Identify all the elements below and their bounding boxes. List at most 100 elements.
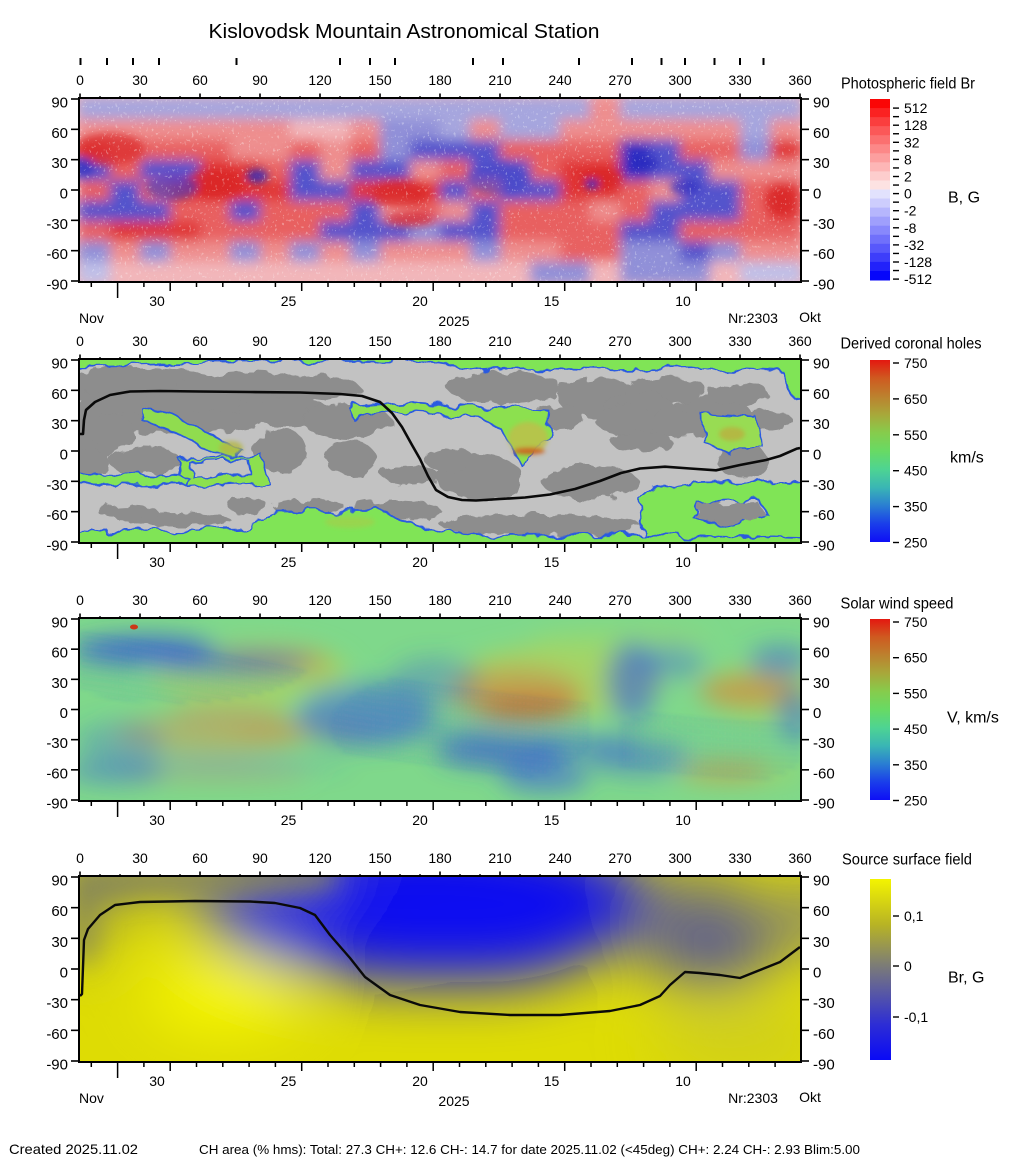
svg-text:120: 120 xyxy=(308,592,332,608)
svg-text:360: 360 xyxy=(788,333,812,349)
svg-text:30: 30 xyxy=(51,934,68,951)
svg-text:90: 90 xyxy=(252,333,268,349)
svg-text:60: 60 xyxy=(813,386,830,403)
svg-text:90: 90 xyxy=(252,72,268,88)
svg-text:-30: -30 xyxy=(813,735,835,752)
svg-text:-60: -60 xyxy=(46,507,68,524)
svg-text:0: 0 xyxy=(60,447,68,464)
svg-text:2: 2 xyxy=(904,169,912,185)
svg-text:0: 0 xyxy=(60,705,68,722)
svg-text:300: 300 xyxy=(668,592,692,608)
svg-text:128: 128 xyxy=(904,117,928,133)
svg-text:Solar wind speed: Solar wind speed xyxy=(841,596,954,613)
svg-text:90: 90 xyxy=(252,592,268,608)
svg-text:150: 150 xyxy=(368,592,392,608)
svg-text:60: 60 xyxy=(192,72,208,88)
svg-text:-30: -30 xyxy=(813,477,835,494)
svg-text:60: 60 xyxy=(813,645,830,662)
svg-text:60: 60 xyxy=(192,333,208,349)
svg-text:-0,1: -0,1 xyxy=(904,1009,928,1025)
svg-text:-90: -90 xyxy=(813,277,835,294)
svg-text:330: 330 xyxy=(728,333,752,349)
svg-text:10: 10 xyxy=(675,293,691,309)
svg-text:240: 240 xyxy=(548,850,572,866)
svg-text:km/s: km/s xyxy=(950,450,984,467)
svg-text:30: 30 xyxy=(132,592,148,608)
svg-text:15: 15 xyxy=(544,293,560,309)
svg-text:90: 90 xyxy=(813,95,830,112)
svg-text:210: 210 xyxy=(488,72,512,88)
svg-text:240: 240 xyxy=(548,592,572,608)
svg-text:2025: 2025 xyxy=(438,313,469,329)
svg-text:-30: -30 xyxy=(813,995,835,1012)
svg-text:-60: -60 xyxy=(46,246,68,263)
svg-text:15: 15 xyxy=(544,1073,560,1089)
svg-text:0: 0 xyxy=(813,705,821,722)
svg-text:90: 90 xyxy=(51,95,68,112)
svg-text:Okt: Okt xyxy=(799,309,821,325)
svg-text:150: 150 xyxy=(368,72,392,88)
svg-text:0: 0 xyxy=(60,186,68,203)
svg-text:30: 30 xyxy=(149,812,165,828)
svg-text:90: 90 xyxy=(51,356,68,373)
svg-text:90: 90 xyxy=(51,615,68,632)
svg-text:750: 750 xyxy=(904,614,928,630)
svg-text:150: 150 xyxy=(368,850,392,866)
svg-text:-8: -8 xyxy=(904,220,917,236)
svg-text:120: 120 xyxy=(308,72,332,88)
svg-text:512: 512 xyxy=(904,100,928,116)
svg-text:-60: -60 xyxy=(46,1026,68,1043)
svg-text:2025: 2025 xyxy=(438,1093,469,1109)
svg-text:30: 30 xyxy=(132,72,148,88)
svg-text:450: 450 xyxy=(904,721,928,737)
svg-text:270: 270 xyxy=(608,72,632,88)
svg-text:0: 0 xyxy=(813,965,821,982)
svg-text:180: 180 xyxy=(428,333,452,349)
svg-text:-512: -512 xyxy=(904,271,932,287)
svg-text:60: 60 xyxy=(51,645,68,662)
svg-text:30: 30 xyxy=(51,416,68,433)
svg-text:Created 2025.11.02: Created 2025.11.02 xyxy=(9,1141,138,1157)
svg-text:-60: -60 xyxy=(46,765,68,782)
svg-text:20: 20 xyxy=(412,554,428,570)
svg-text:25: 25 xyxy=(281,293,297,309)
svg-text:Photospheric field Br: Photospheric field Br xyxy=(841,76,975,93)
svg-text:270: 270 xyxy=(608,850,632,866)
svg-text:15: 15 xyxy=(544,554,560,570)
svg-text:0: 0 xyxy=(813,186,821,203)
svg-text:-30: -30 xyxy=(813,216,835,233)
svg-text:Kislovodsk Mountain Astronomic: Kislovodsk Mountain Astronomical Station xyxy=(209,21,600,43)
svg-text:20: 20 xyxy=(412,812,428,828)
svg-text:Nr:2303: Nr:2303 xyxy=(728,1090,778,1106)
svg-text:-60: -60 xyxy=(813,246,835,263)
svg-text:0: 0 xyxy=(904,958,912,974)
svg-text:210: 210 xyxy=(488,850,512,866)
svg-text:-128: -128 xyxy=(904,254,932,270)
svg-text:-90: -90 xyxy=(813,538,835,555)
svg-text:0: 0 xyxy=(76,850,84,866)
svg-text:60: 60 xyxy=(51,125,68,142)
svg-text:330: 330 xyxy=(728,592,752,608)
svg-text:300: 300 xyxy=(668,72,692,88)
svg-text:B, G: B, G xyxy=(948,190,980,207)
svg-text:8: 8 xyxy=(904,151,912,167)
svg-text:10: 10 xyxy=(675,1073,691,1089)
svg-text:250: 250 xyxy=(904,535,928,551)
svg-text:30: 30 xyxy=(51,155,68,172)
svg-text:25: 25 xyxy=(281,554,297,570)
svg-text:0: 0 xyxy=(76,333,84,349)
svg-text:Nov: Nov xyxy=(79,1090,104,1106)
svg-text:60: 60 xyxy=(51,903,68,920)
svg-text:90: 90 xyxy=(51,873,68,890)
svg-text:30: 30 xyxy=(132,333,148,349)
svg-text:25: 25 xyxy=(281,1073,297,1089)
svg-text:30: 30 xyxy=(813,934,830,951)
svg-text:30: 30 xyxy=(149,554,165,570)
svg-text:330: 330 xyxy=(728,72,752,88)
svg-text:20: 20 xyxy=(412,1073,428,1089)
svg-text:180: 180 xyxy=(428,850,452,866)
svg-text:CH area (% hms): Total: 27.3 C: CH area (% hms): Total: 27.3 CH+: 12.6 C… xyxy=(199,1143,860,1157)
svg-text:90: 90 xyxy=(813,615,830,632)
svg-text:-30: -30 xyxy=(46,216,68,233)
svg-text:150: 150 xyxy=(368,333,392,349)
